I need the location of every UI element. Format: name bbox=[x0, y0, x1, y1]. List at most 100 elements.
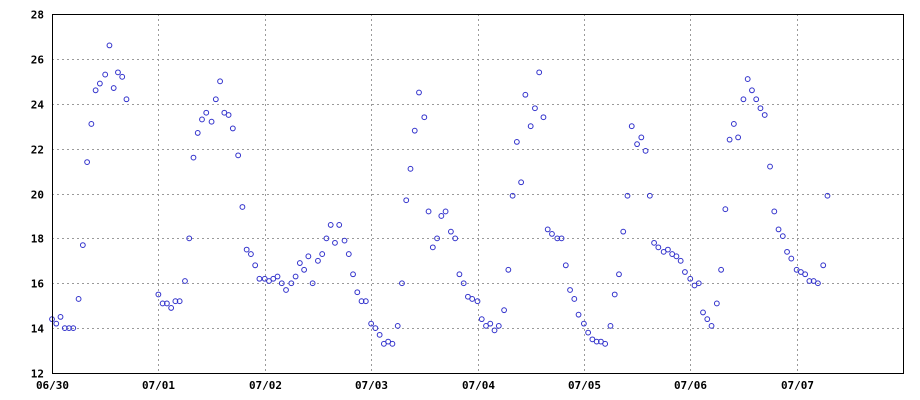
data-point bbox=[616, 271, 622, 278]
data-point bbox=[434, 235, 440, 242]
plot-area-frame bbox=[52, 14, 904, 374]
x-tick-label: 07/06 bbox=[674, 379, 707, 392]
y-tick-label: 12 bbox=[31, 368, 44, 381]
data-point bbox=[718, 266, 724, 273]
data-point bbox=[660, 248, 667, 255]
data-point bbox=[669, 251, 676, 257]
data-point bbox=[687, 275, 694, 282]
data-point bbox=[501, 307, 507, 314]
data-point bbox=[465, 293, 471, 300]
data-point bbox=[110, 85, 117, 91]
x-tick-label: 07/03 bbox=[355, 379, 388, 392]
data-point bbox=[438, 213, 445, 219]
data-point bbox=[628, 123, 635, 130]
data-point bbox=[646, 192, 653, 199]
data-point bbox=[518, 179, 525, 186]
data-point bbox=[66, 325, 72, 332]
data-point bbox=[575, 311, 582, 318]
y-tick-label: 26 bbox=[31, 54, 45, 67]
data-point bbox=[278, 280, 285, 287]
data-point bbox=[788, 255, 795, 262]
data-point bbox=[554, 235, 561, 242]
data-point bbox=[744, 76, 751, 82]
data-point bbox=[421, 114, 428, 121]
data-point bbox=[243, 246, 250, 253]
data-point bbox=[229, 125, 236, 132]
data-point bbox=[296, 260, 303, 266]
data-point bbox=[88, 121, 95, 127]
data-point bbox=[332, 239, 338, 246]
data-point bbox=[239, 204, 246, 210]
data-point bbox=[123, 96, 130, 103]
data-point bbox=[283, 287, 289, 293]
grid-lines bbox=[52, 14, 903, 373]
data-point bbox=[540, 114, 547, 121]
data-point bbox=[96, 80, 103, 87]
data-point bbox=[248, 251, 254, 257]
data-point bbox=[323, 235, 330, 242]
data-point bbox=[691, 282, 698, 289]
data-point bbox=[567, 287, 573, 293]
data-point bbox=[722, 206, 729, 213]
data-point bbox=[495, 322, 502, 329]
data-point bbox=[411, 127, 418, 134]
y-axis-tick-labels: 12 14 16 18 20 22 24 26 28 bbox=[31, 9, 45, 381]
data-point bbox=[79, 242, 86, 249]
data-point bbox=[448, 228, 454, 235]
data-point bbox=[288, 280, 295, 287]
y-tick-label: 24 bbox=[31, 99, 45, 112]
data-point bbox=[176, 298, 183, 305]
x-tick-label: 07/04 bbox=[462, 379, 495, 392]
data-point bbox=[372, 325, 379, 332]
data-points bbox=[49, 42, 831, 347]
data-point bbox=[522, 91, 529, 98]
data-point bbox=[585, 329, 592, 336]
data-point bbox=[562, 262, 569, 269]
data-point bbox=[221, 109, 228, 116]
data-point bbox=[380, 340, 387, 347]
data-point bbox=[407, 165, 414, 172]
data-point bbox=[810, 278, 817, 284]
x-tick-label: 07/07 bbox=[781, 379, 814, 392]
data-point bbox=[558, 235, 565, 242]
data-point bbox=[376, 331, 383, 338]
data-point bbox=[708, 322, 715, 329]
data-point bbox=[544, 226, 551, 233]
data-point bbox=[753, 96, 760, 103]
data-point bbox=[469, 296, 476, 302]
data-point bbox=[217, 78, 223, 85]
data-point bbox=[403, 197, 410, 204]
data-point bbox=[730, 121, 737, 127]
data-point bbox=[665, 246, 671, 253]
data-point bbox=[452, 235, 459, 242]
data-point bbox=[53, 320, 60, 327]
data-point bbox=[593, 338, 600, 345]
data-point bbox=[319, 251, 326, 257]
data-point bbox=[115, 69, 121, 76]
data-point bbox=[505, 266, 512, 273]
data-point bbox=[168, 305, 175, 311]
data-point bbox=[61, 325, 68, 332]
data-point bbox=[483, 322, 489, 329]
data-point bbox=[784, 248, 790, 255]
data-point bbox=[345, 251, 352, 257]
x-tick-label: 07/02 bbox=[249, 379, 282, 392]
data-point bbox=[358, 298, 365, 305]
data-point bbox=[695, 280, 702, 287]
data-point bbox=[704, 316, 711, 323]
x-axis-tick-labels: 06/30 07/01 07/02 07/03 07/04 07/05 07/06 07/07 bbox=[36, 379, 814, 392]
data-point bbox=[252, 262, 259, 269]
data-point bbox=[761, 112, 768, 118]
data-point bbox=[771, 208, 778, 215]
data-point bbox=[624, 192, 631, 199]
data-point bbox=[186, 235, 193, 242]
data-point bbox=[75, 296, 82, 302]
data-point bbox=[775, 226, 782, 233]
data-point bbox=[327, 222, 334, 228]
data-point bbox=[651, 239, 657, 246]
data-point bbox=[509, 192, 516, 199]
data-point bbox=[163, 300, 170, 307]
data-point bbox=[301, 266, 308, 273]
data-point bbox=[212, 96, 219, 103]
